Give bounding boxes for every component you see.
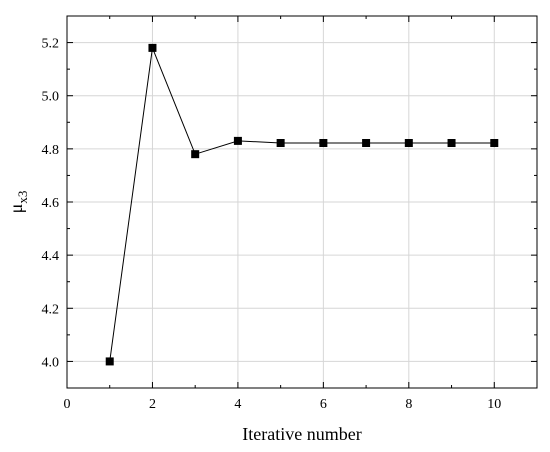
- y-tick-label: 4.6: [42, 196, 60, 211]
- y-tick-label: 5.0: [42, 90, 60, 105]
- y-axis-title-subscript: x3: [15, 191, 30, 204]
- x-tick-label: 4: [234, 397, 241, 412]
- y-tick-label: 4.0: [42, 355, 60, 370]
- data-point-marker: [490, 139, 499, 148]
- data-point-marker: [447, 139, 456, 148]
- data-point-marker: [148, 43, 157, 52]
- x-tick-label: 2: [149, 397, 156, 412]
- y-tick-label: 4.2: [42, 302, 60, 317]
- x-tick-label: 10: [487, 397, 501, 412]
- y-axis-title-base: μ: [6, 204, 26, 214]
- x-axis-title: Iterative number: [242, 424, 361, 444]
- data-point-marker: [233, 136, 242, 145]
- y-axis-title: μx3: [6, 191, 30, 214]
- x-tick-label: 0: [64, 397, 71, 412]
- y-tick-label: 5.2: [42, 37, 60, 52]
- series: [105, 43, 499, 366]
- data-point-marker: [362, 139, 371, 148]
- data-point-marker: [191, 150, 200, 159]
- data-point-marker: [105, 357, 114, 366]
- series-line: [109, 45, 495, 362]
- y-tick-label: 4.8: [42, 143, 60, 158]
- tick-labels: 0 2 4 6 8 10 4.0 4.2 4.4 4.6 4.8 5.0 5.2: [42, 37, 502, 412]
- data-point-marker: [276, 139, 285, 148]
- x-tick-label: 6: [320, 397, 327, 412]
- x-tick-label: 8: [405, 397, 412, 412]
- y-tick-label: 4.4: [42, 249, 60, 264]
- ticks: [66, 16, 537, 388]
- data-point-marker: [404, 139, 413, 148]
- grid-lines: [67, 16, 537, 388]
- data-point-marker: [319, 139, 328, 148]
